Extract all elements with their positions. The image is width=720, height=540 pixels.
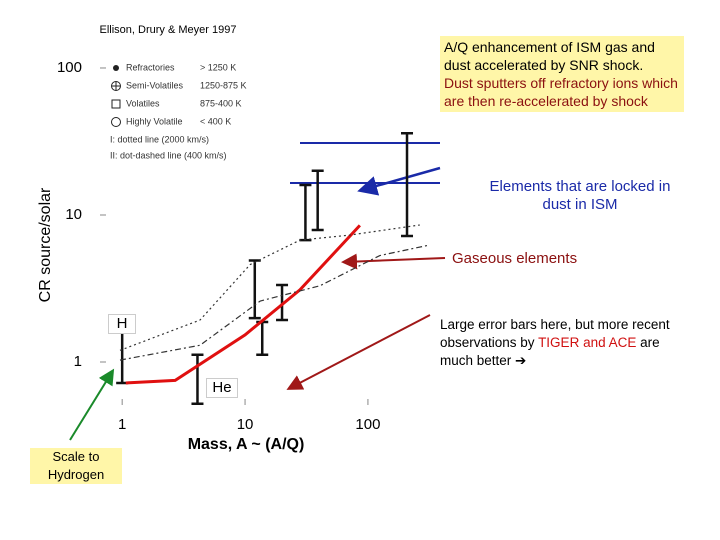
dust-note: Elements that are locked in dust in ISM	[489, 178, 671, 213]
arrow	[357, 166, 441, 196]
icon: ➔	[515, 353, 527, 368]
error-note: Large error bars here, but more recent o…	[440, 316, 676, 370]
error-bar	[256, 320, 269, 357]
legend-marker	[113, 65, 119, 71]
legend-range: 875-400 K	[200, 98, 242, 108]
legend-label: Volatiles	[126, 98, 160, 108]
legend-range: > 1250 K	[200, 62, 236, 72]
scale-note: Scale to Hydrogen	[30, 448, 122, 484]
legend-marker	[111, 117, 121, 127]
x-tick-label: 100	[355, 416, 380, 433]
text: are much better	[440, 335, 660, 368]
he-label: He	[206, 378, 238, 398]
legend-range: 1250-875 K	[200, 80, 247, 90]
series-line	[119, 244, 430, 361]
error-bar	[299, 183, 312, 242]
legend-range: < 400 K	[200, 116, 231, 126]
error-bar	[401, 131, 414, 238]
legend-marker	[111, 99, 121, 109]
y-tick-label: 1	[74, 353, 82, 370]
text: TIGER and ACE	[538, 335, 637, 350]
legend-label: Refractories	[126, 62, 175, 72]
arrow	[286, 314, 431, 390]
x-tick-label: 10	[237, 416, 254, 433]
series-line	[125, 224, 361, 385]
error-bar	[248, 259, 261, 320]
arrow	[341, 253, 446, 270]
arrow	[69, 368, 115, 441]
gas-note: Gaseous elements	[452, 250, 578, 267]
ism-text: Dust sputters off refractory ions which …	[444, 75, 678, 109]
legend-label: Semi-Volatiles	[126, 80, 184, 90]
line-note: I: dotted line (2000 km/s)	[110, 134, 209, 144]
y-tick-label: 10	[65, 206, 82, 223]
y-tick-label: 100	[57, 59, 82, 76]
y-axis-label: CR source/solar	[37, 187, 54, 302]
error-bar	[276, 283, 289, 322]
line-note: II: dot-dashed line (400 km/s)	[110, 150, 227, 160]
error-bar	[191, 353, 204, 406]
error-bar	[311, 169, 324, 232]
h-label: H	[108, 314, 136, 334]
legend-marker	[111, 81, 121, 91]
x-tick-label: 1	[118, 416, 126, 433]
ism-text: A/Q enhancement of ISM gas and dust acce…	[444, 39, 655, 73]
x-axis-label: Mass, A ~ (A/Q)	[188, 436, 305, 453]
series-line	[119, 224, 420, 351]
chart-title: Ellison, Drury & Meyer 1997	[100, 24, 237, 36]
ism-box: A/Q enhancement of ISM gas and dust acce…	[440, 36, 684, 112]
text: Large error bars here, but more recent o…	[440, 317, 670, 350]
legend-label: Highly Volatile	[126, 116, 183, 126]
